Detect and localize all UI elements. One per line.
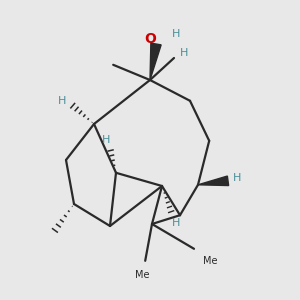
Text: O: O	[144, 32, 156, 46]
Text: Me: Me	[135, 270, 149, 280]
Polygon shape	[198, 176, 229, 186]
Text: H: H	[102, 135, 110, 145]
Text: H: H	[172, 29, 180, 39]
Text: H: H	[180, 48, 188, 58]
Text: H: H	[172, 218, 180, 228]
Text: Me: Me	[203, 256, 217, 266]
Polygon shape	[150, 43, 161, 80]
Text: H: H	[58, 96, 66, 106]
Text: H: H	[233, 172, 242, 183]
